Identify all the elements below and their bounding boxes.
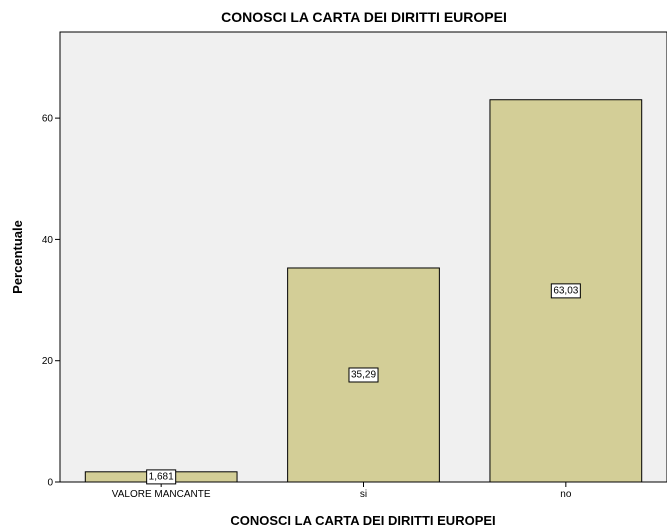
- data-label: 1,681: [149, 471, 174, 482]
- x-tick-label: no: [560, 489, 572, 500]
- data-label-box: [146, 469, 177, 485]
- y-tick-label: 20: [42, 356, 54, 367]
- data-labels: 1,681 35,29 63,03: [146, 283, 581, 485]
- y-axis: 0 20 40 60: [42, 114, 60, 489]
- data-label: 63,03: [553, 285, 578, 296]
- x-axis: VALORE MANCANTE si no: [112, 482, 572, 500]
- chart-title: CONOSCI LA CARTA DEI DIRITTI EUROPEI: [221, 9, 507, 25]
- x-axis-title: CONOSCI LA CARTA DEI DIRITTI EUROPEI: [230, 513, 495, 528]
- y-tick-label: 60: [42, 114, 54, 125]
- y-tick-label: 0: [47, 478, 53, 489]
- x-tick-label: si: [360, 489, 367, 500]
- y-tick-label: 40: [42, 235, 54, 246]
- data-label-box: [550, 283, 581, 299]
- data-label-box: [348, 367, 379, 383]
- data-label: 35,29: [351, 369, 376, 380]
- x-tick-label: VALORE MANCANTE: [112, 489, 211, 500]
- y-axis-title: Percentuale: [10, 220, 25, 294]
